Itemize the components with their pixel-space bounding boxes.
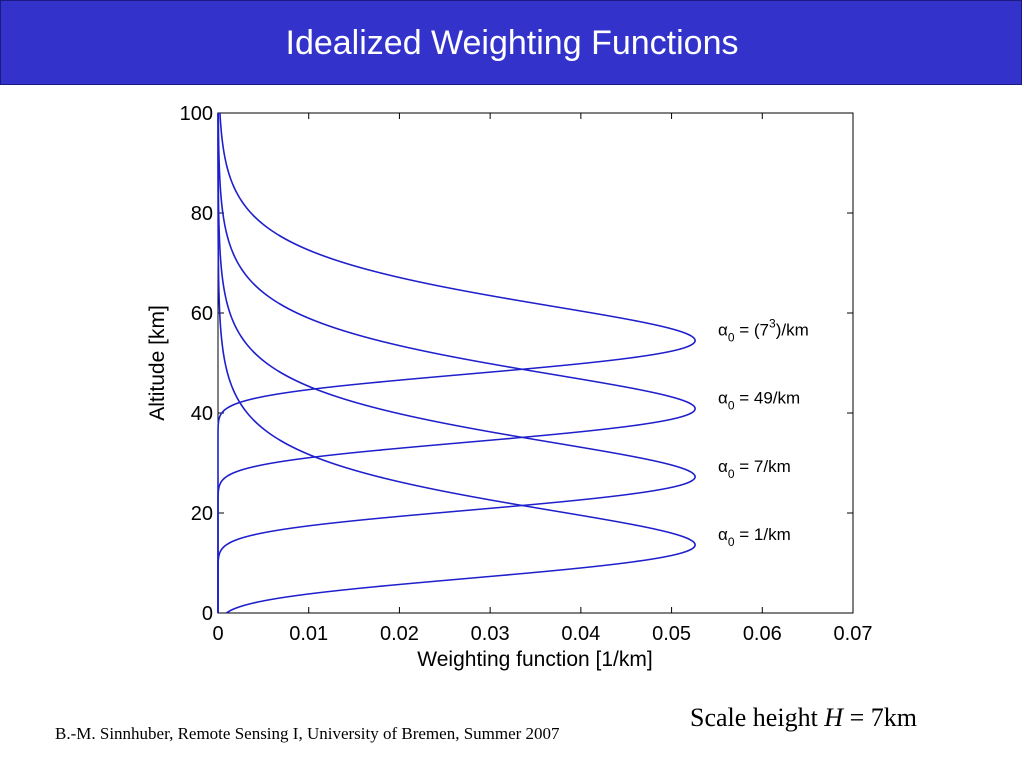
y-tick-label: 60 bbox=[191, 303, 213, 325]
axes-frame bbox=[217, 112, 854, 614]
x-tick-label: 0.06 bbox=[743, 623, 782, 645]
x-tick-label: 0.04 bbox=[561, 623, 600, 645]
chart-series bbox=[217, 112, 696, 614]
y-axis-label: Altitude [km] bbox=[146, 305, 169, 421]
x-tick-label: 0.01 bbox=[289, 623, 328, 645]
x-tick-label: 0.05 bbox=[652, 623, 691, 645]
series-line bbox=[217, 112, 696, 613]
series-label: α0 = (73)/km bbox=[718, 317, 809, 345]
scale-height-prefix: Scale height bbox=[690, 703, 818, 732]
x-tick-label: 0.02 bbox=[380, 623, 419, 645]
x-tick-label: 0.03 bbox=[471, 623, 510, 645]
scale-height-value: 7km bbox=[870, 703, 917, 732]
series-label: α0 = 7/km bbox=[718, 457, 791, 481]
y-tick-label: 40 bbox=[191, 403, 213, 425]
scale-height-note: Scale height H = 7km bbox=[690, 703, 917, 733]
plot-area-border bbox=[217, 112, 854, 614]
x-tick-label: 0.07 bbox=[834, 623, 873, 645]
series-labels: α0 = (73)/km α0 = 49/km α0 = 7/km α0 = 1/km bbox=[718, 317, 809, 550]
y-tick-label: 0 bbox=[202, 603, 213, 625]
axis-ticks: 0 0.01 0.02 0.03 0.04 0.05 0.06 0.07 0 20 40 60 80 10… bbox=[180, 103, 873, 645]
y-tick-label: 80 bbox=[191, 203, 213, 225]
scale-height-equals: = bbox=[849, 703, 865, 732]
series-line bbox=[217, 112, 696, 613]
series-label: α0 = 1/km bbox=[718, 525, 791, 549]
x-axis-label: Weighting function [1/km] bbox=[417, 648, 652, 671]
title-bar: Idealized Weighting Functions bbox=[0, 0, 1022, 85]
slide-title: Idealized Weighting Functions bbox=[285, 24, 739, 62]
series-line bbox=[217, 113, 696, 614]
citation-footer: B.-M. Sinnhuber, Remote Sensing I, Unive… bbox=[55, 724, 560, 743]
series-line bbox=[217, 113, 696, 613]
scale-height-variable: H bbox=[824, 703, 844, 732]
x-tick-label: 0 bbox=[212, 623, 223, 645]
series-label: α0 = 49/km bbox=[718, 389, 800, 413]
y-tick-label: 100 bbox=[180, 103, 213, 125]
y-tick-label: 20 bbox=[191, 503, 213, 525]
